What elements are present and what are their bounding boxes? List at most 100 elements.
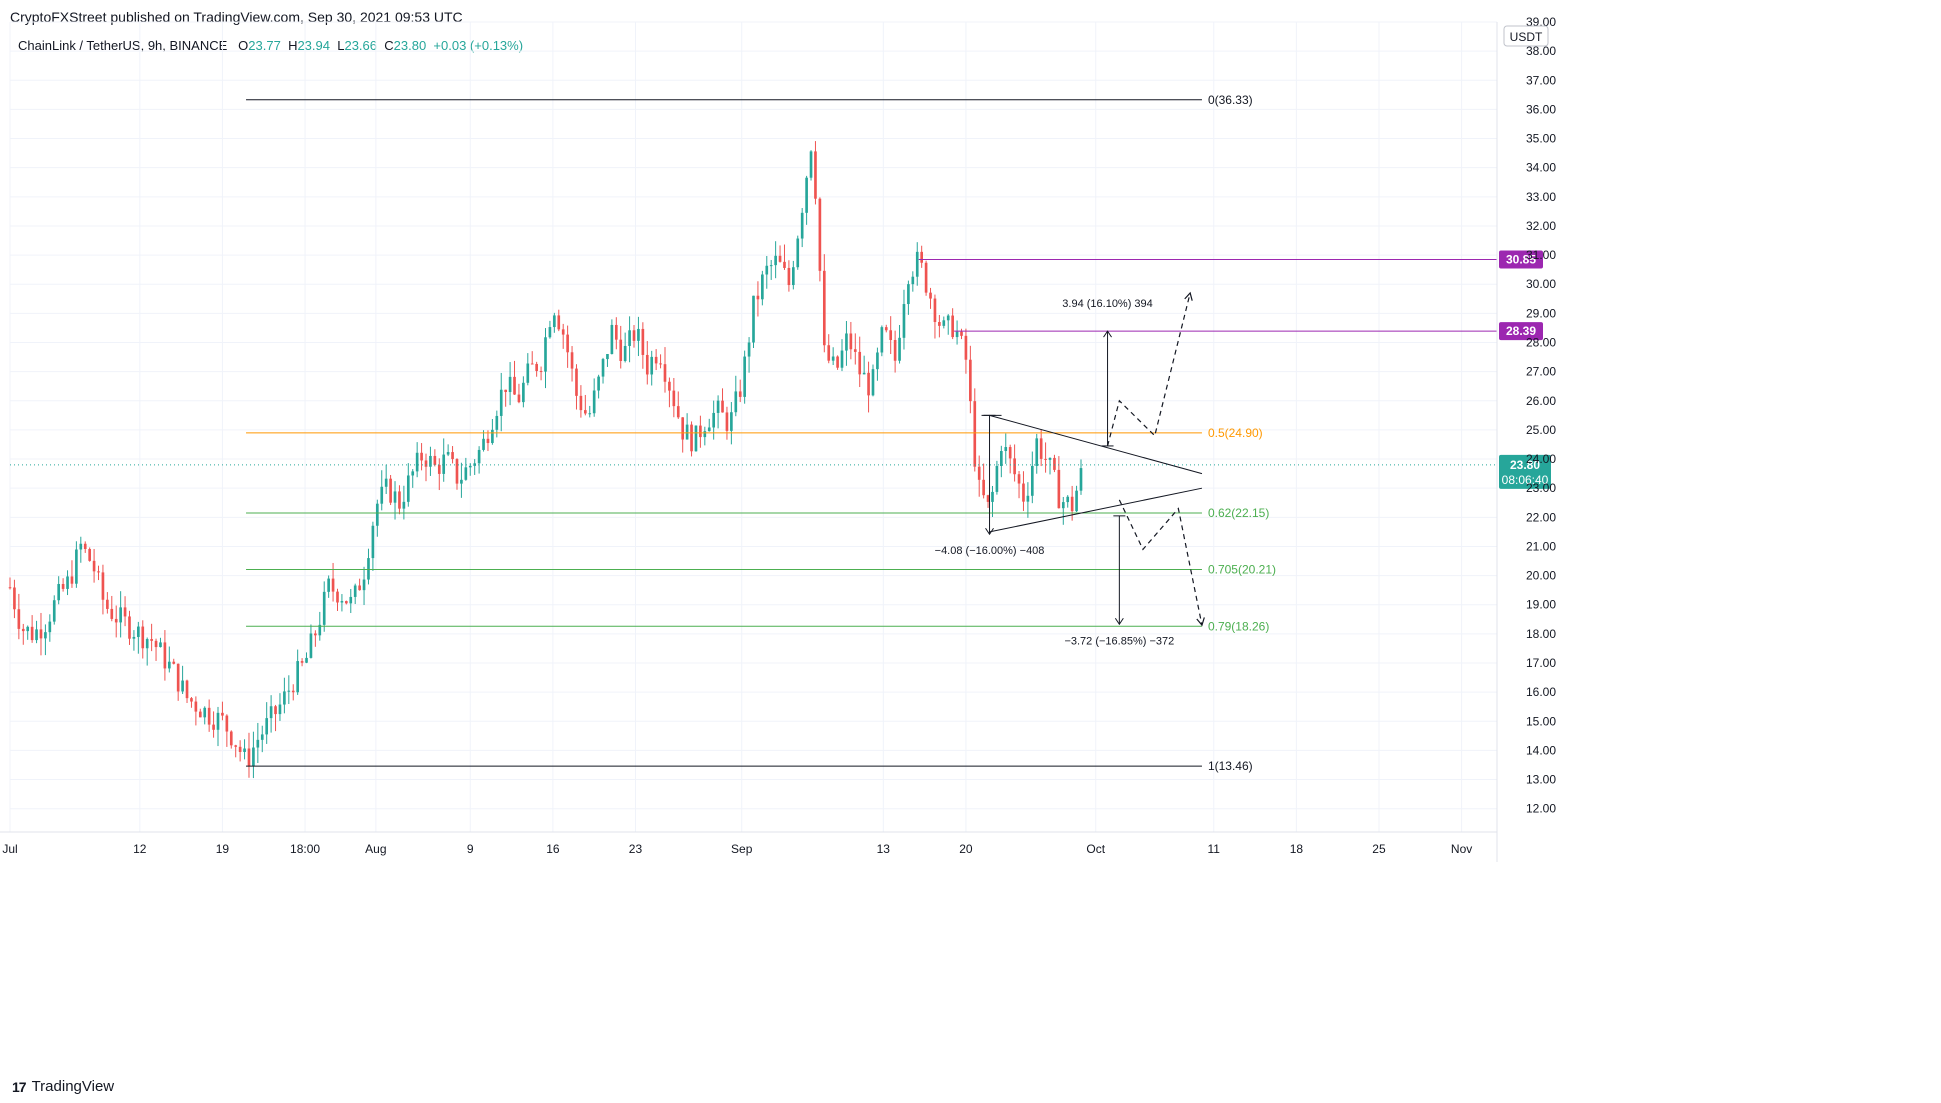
- candle-body-239: [1066, 496, 1070, 503]
- candle-237: [1057, 456, 1061, 509]
- candle-213: [951, 308, 954, 340]
- candle-166: [743, 350, 746, 404]
- candle-207: [924, 260, 928, 296]
- candle-154: [690, 421, 693, 457]
- candle-body-213: [951, 315, 954, 338]
- resistance-lines: 30.85 28.39: [918, 250, 1543, 341]
- candle-218: [973, 388, 977, 472]
- candle-170: [761, 270, 764, 306]
- candle-body-222: [991, 491, 994, 502]
- candle-148: [663, 347, 667, 393]
- candle-103: [464, 457, 468, 481]
- candle-156: [699, 415, 702, 448]
- candle-body-37: [172, 661, 176, 664]
- bull-path: [1106, 292, 1191, 447]
- candle-153: [685, 413, 689, 440]
- x-tick-12: 11: [1208, 842, 1221, 856]
- candle-186: [831, 347, 835, 366]
- candle-body-145: [650, 356, 654, 375]
- candle-234: [1044, 442, 1047, 473]
- measure-head-0: [1103, 330, 1112, 338]
- candle-201: [898, 325, 901, 364]
- candle-body-112: [504, 389, 507, 393]
- candle-body-61: [278, 704, 282, 715]
- candle-171: [765, 256, 769, 289]
- candle-body-36: [167, 661, 171, 669]
- candle-37: [172, 658, 176, 665]
- candle-body-104: [468, 465, 472, 468]
- candle-body-59: [269, 706, 273, 719]
- candle-body-128: [575, 368, 578, 396]
- candle-body-82: [371, 525, 375, 559]
- candle-13: [66, 570, 69, 596]
- ohlc-high: 23.94: [297, 38, 330, 53]
- candle-7: [39, 612, 43, 656]
- y-tick-9: 21.00: [1526, 539, 1556, 553]
- candle-137: [614, 317, 618, 350]
- candle-184: [822, 254, 826, 353]
- ohlc-open: 23.77: [248, 38, 281, 53]
- candle-223: [995, 460, 999, 495]
- candle-body-69: [314, 633, 317, 636]
- candle-108: [486, 430, 490, 452]
- x-tick-4: Aug: [365, 842, 386, 856]
- candle-body-131: [588, 413, 592, 415]
- candle-127: [570, 346, 574, 382]
- candle-body-178: [796, 238, 800, 268]
- candle-body-205: [915, 251, 919, 277]
- candle-217: [969, 345, 972, 414]
- candle-body-16: [79, 543, 83, 550]
- candle-body-57: [260, 734, 264, 740]
- candle-body-48: [221, 712, 224, 716]
- y-tick-17: 29.00: [1526, 306, 1556, 320]
- candle-31: [145, 637, 149, 666]
- candle-body-85: [384, 478, 388, 487]
- y-tick-16: 28.00: [1526, 336, 1556, 350]
- candle-body-25: [119, 607, 122, 623]
- candle-241: [1075, 485, 1078, 512]
- candle-91: [411, 469, 415, 488]
- candle-body-223: [995, 465, 999, 492]
- candle-body-51: [234, 745, 238, 747]
- candle-200: [893, 330, 897, 373]
- candle-body-64: [291, 690, 295, 693]
- candle-body-177: [792, 267, 795, 286]
- tradingview-footer[interactable]: 17 TradingView: [12, 1078, 114, 1095]
- candle-body-168: [752, 295, 755, 343]
- candle-body-63: [287, 690, 291, 692]
- candle-body-11: [57, 583, 61, 601]
- y-tick-1: 13.00: [1526, 773, 1556, 787]
- candle-238: [1061, 496, 1065, 525]
- candle-178: [796, 235, 800, 270]
- candle-33: [154, 638, 158, 661]
- y-tick-26: 38.00: [1526, 44, 1556, 58]
- candle-203: [907, 280, 910, 315]
- candle-53: [243, 739, 246, 760]
- candle-122: [548, 320, 552, 339]
- candle-28: [132, 630, 136, 651]
- candle-195: [871, 364, 875, 397]
- candle-58: [265, 702, 269, 744]
- candle-body-124: [557, 315, 561, 330]
- candle-body-47: [216, 712, 220, 730]
- candle-214: [955, 320, 959, 345]
- candle-183: [818, 197, 822, 282]
- candle-body-210: [938, 322, 941, 326]
- candle-body-22: [106, 599, 109, 609]
- candle-25: [119, 591, 122, 638]
- tradingview-logo-icon: 17: [12, 1078, 27, 1095]
- candle-body-19: [92, 560, 96, 572]
- candle-body-101: [455, 459, 459, 484]
- candle-body-30: [141, 626, 145, 649]
- resistance-value-0: 30.85: [1506, 252, 1536, 266]
- candle-125: [561, 323, 565, 349]
- candle-54: [247, 732, 251, 778]
- candle-180: [805, 175, 808, 225]
- candle-77: [349, 588, 353, 614]
- candle-179: [800, 208, 804, 248]
- candle-body-230: [1026, 495, 1030, 502]
- candle-body-95: [429, 455, 432, 467]
- candle-body-165: [738, 391, 742, 397]
